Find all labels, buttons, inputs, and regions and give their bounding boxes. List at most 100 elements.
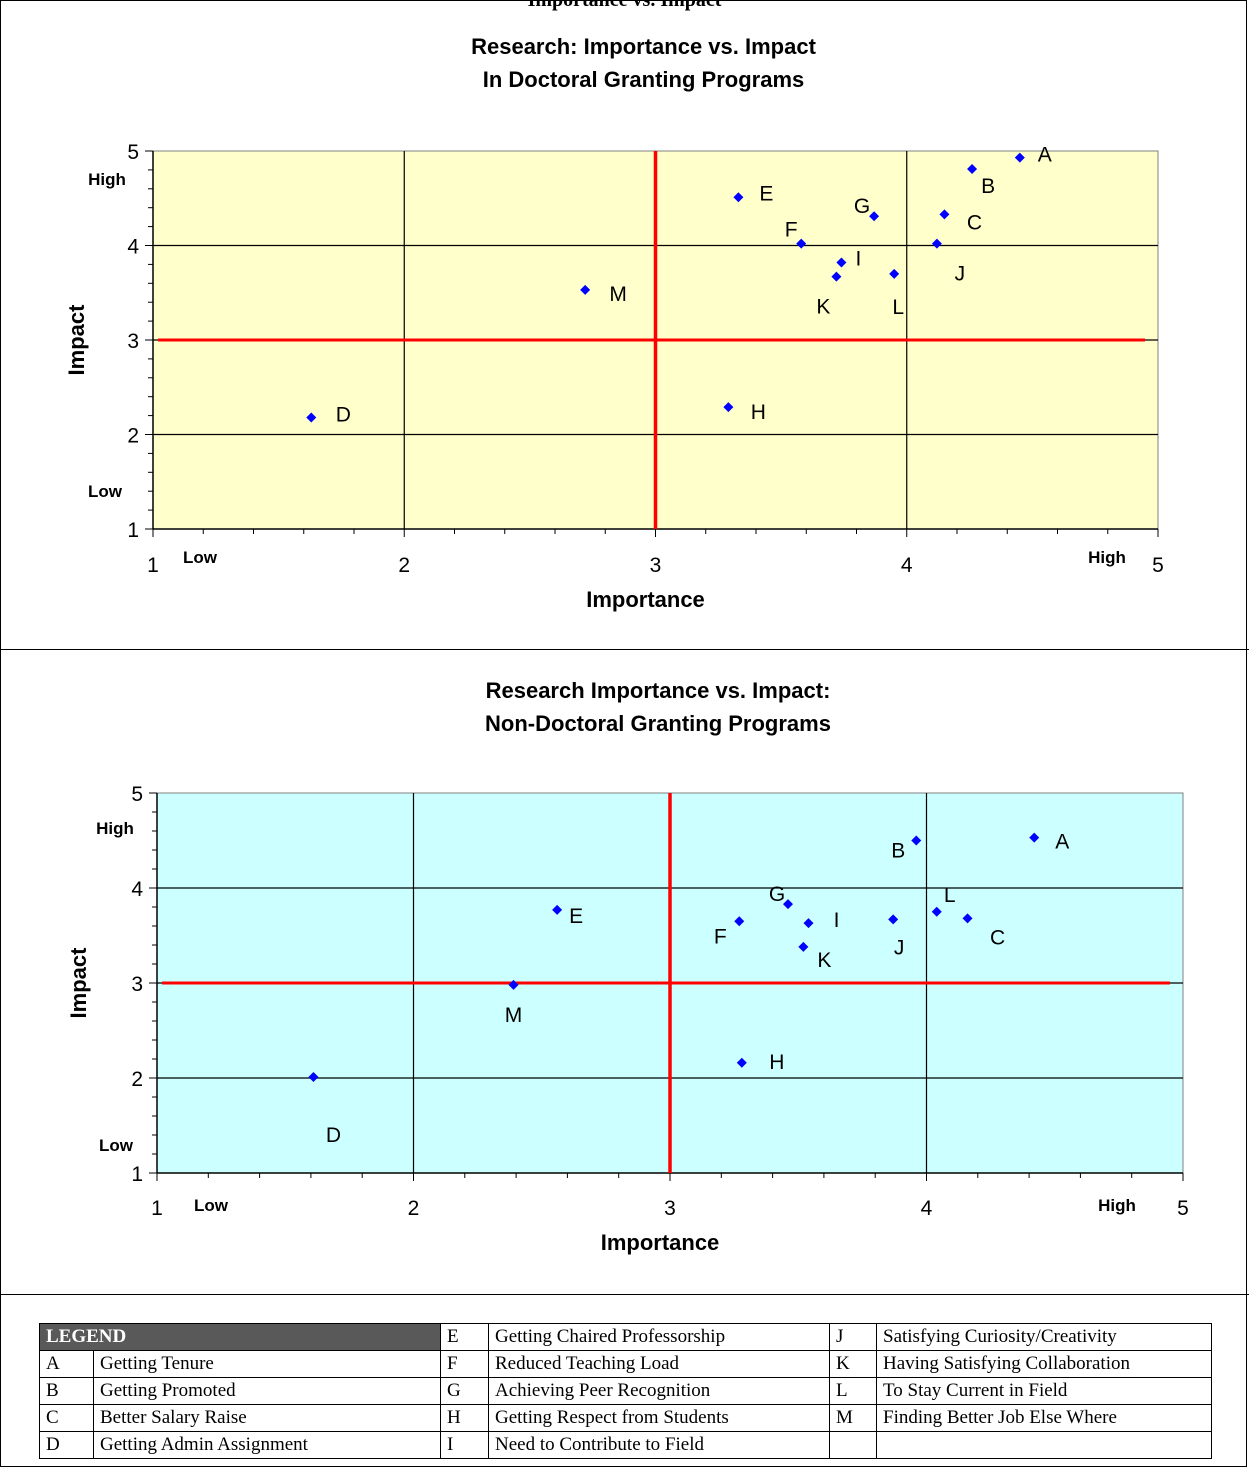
data-point-e: [733, 192, 744, 203]
data-point-f: [796, 238, 807, 249]
data-point-m: [580, 284, 591, 295]
x-tick-label: 4: [901, 554, 913, 577]
data-label-b: B: [981, 175, 995, 198]
legend-code: K: [829, 1350, 877, 1378]
legend-code: M: [829, 1404, 877, 1432]
legend-code: H: [440, 1404, 489, 1432]
data-point-k: [831, 271, 842, 282]
data-point-d: [306, 412, 317, 423]
data-label-k: K: [817, 949, 831, 972]
data-point-h: [723, 402, 734, 413]
data-label-d: D: [326, 1124, 341, 1147]
chart-title-line: In Doctoral Granting Programs: [483, 67, 805, 92]
data-label-j: J: [955, 263, 966, 286]
legend-description: Need to Contribute to Field: [488, 1431, 830, 1459]
data-label-h: H: [769, 1051, 784, 1074]
data-label-d: D: [336, 403, 351, 426]
legend-description: Getting Promoted: [93, 1377, 441, 1405]
data-point-b: [911, 835, 922, 846]
legend-row: LEGEND E Getting Chaired Professorship J Sat…: [39, 1323, 1212, 1351]
data-label-c: C: [967, 211, 982, 234]
data-point-l: [889, 268, 900, 279]
legend-description: Getting Respect from Students: [488, 1404, 830, 1432]
legend-row: D Getting Admin Assignment I Need to Contri…: [39, 1431, 1212, 1459]
legend-description: Finding Better Job Else Where: [876, 1404, 1212, 1432]
legend-code: C: [39, 1404, 94, 1432]
legend-row: B Getting Promoted G Achieving Peer Recogni…: [39, 1377, 1212, 1405]
y-tick-label: 5: [131, 783, 143, 806]
data-label-i: I: [834, 909, 840, 932]
doctoral-scatter-chart: Research: Importance vs. Impact In Doctor…: [64, 34, 1164, 612]
x-low-label: Low: [183, 548, 218, 567]
data-point-f: [734, 916, 745, 927]
data-label-m: M: [609, 283, 627, 306]
data-label-b: B: [891, 840, 905, 863]
data-point-k: [798, 941, 809, 952]
legend-description: [876, 1431, 1212, 1459]
non-doctoral-scatter-chart: Research Importance vs. Impact: Non-Docto…: [66, 678, 1189, 1255]
data-point-j: [931, 238, 942, 249]
x-tick-label: 4: [921, 1197, 933, 1220]
legend-description: Better Salary Raise: [93, 1404, 441, 1432]
legend-table: LEGEND E Getting Chaired Professorship J Sat…: [39, 1323, 1212, 1459]
data-point-g: [782, 899, 793, 910]
x-tick-label: 1: [151, 1197, 163, 1220]
y-tick-label: 4: [131, 878, 143, 901]
y-tick-label: 1: [127, 519, 139, 542]
data-label-l: L: [944, 884, 956, 907]
legend-description: Satisfying Curiosity/Creativity: [876, 1323, 1212, 1351]
x-axis-title: Importance: [586, 587, 705, 612]
legend-header: LEGEND: [39, 1323, 441, 1351]
data-point-a: [1029, 832, 1040, 843]
data-point-m: [508, 979, 519, 990]
data-label-l: L: [892, 296, 904, 319]
legend-code: E: [440, 1323, 489, 1351]
x-axis-title: Importance: [601, 1230, 720, 1255]
legend-code: F: [440, 1350, 489, 1378]
y-high-label: High: [96, 819, 134, 838]
x-low-label: Low: [194, 1196, 229, 1215]
y-low-label: Low: [99, 1136, 134, 1155]
data-label-e: E: [759, 182, 773, 205]
legend-description: Getting Tenure: [93, 1350, 441, 1378]
data-label-c: C: [990, 926, 1005, 949]
page-heading: Importance vs. Impact: [527, 0, 722, 11]
chart-title-line: Non-Doctoral Granting Programs: [485, 711, 831, 736]
x-tick-label: 3: [664, 1197, 676, 1220]
data-label-m: M: [505, 1004, 523, 1027]
x-tick-label: 1: [147, 554, 159, 577]
data-label-f: F: [785, 219, 798, 242]
data-label-j: J: [894, 936, 905, 959]
legend-description: Having Satisfying Collaboration: [876, 1350, 1212, 1378]
legend-code: G: [440, 1377, 489, 1405]
legend-row: C Better Salary Raise H Getting Respect fro…: [39, 1404, 1212, 1432]
y-tick-label: 3: [127, 330, 139, 353]
data-point-c: [939, 209, 950, 220]
data-point-d: [308, 1072, 319, 1083]
chart-divider: [0, 649, 1249, 650]
data-label-g: G: [769, 883, 785, 906]
y-axis-title: Impact: [64, 304, 89, 376]
data-point-i: [836, 257, 847, 268]
data-point-h: [736, 1057, 747, 1068]
title-strip: Importance vs. Impact: [0, 0, 1249, 16]
x-high-label: High: [1098, 1196, 1136, 1215]
legend-description: Achieving Peer Recognition: [488, 1377, 830, 1405]
y-tick-label: 3: [131, 973, 143, 996]
data-point-c: [962, 913, 973, 924]
legend-description: To Stay Current in Field: [876, 1377, 1212, 1405]
y-low-label: Low: [88, 482, 123, 501]
legend-row: A Getting Tenure F Reduced Teaching Load K Ha…: [39, 1350, 1212, 1378]
data-point-b: [967, 163, 978, 174]
x-tick-label: 5: [1152, 554, 1164, 577]
legend-code: D: [39, 1431, 94, 1459]
legend-code: B: [39, 1377, 94, 1405]
data-label-f: F: [714, 925, 727, 948]
legend-code: J: [829, 1323, 877, 1351]
x-tick-label: 2: [398, 554, 410, 577]
x-tick-label: 3: [650, 554, 662, 577]
data-label-a: A: [1038, 144, 1052, 167]
data-label-e: E: [569, 905, 583, 928]
x-tick-label: 5: [1177, 1197, 1189, 1220]
